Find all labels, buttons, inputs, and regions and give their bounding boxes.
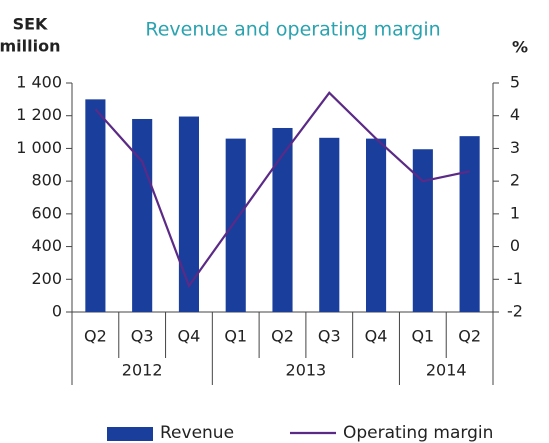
y-tick-label: 1 200 [16,105,62,124]
chart-title: Revenue and operating margin [145,19,440,41]
y2-tick-label: 2 [510,171,520,190]
bar [459,136,480,312]
x-tick-label: Q4 [178,327,201,346]
y-tick-label: 200 [31,269,62,288]
x-tick-label: Q1 [224,327,247,346]
x-tick-label: Q1 [411,327,434,346]
x-tick-label: Q2 [458,327,481,346]
bar [412,149,433,312]
group-label: 2014 [426,361,467,380]
bar [85,99,106,312]
y-tick-label: 400 [31,236,62,255]
x-tick-label: Q3 [131,327,154,346]
x-tick-label: Q3 [318,327,341,346]
y-axis-label: million [0,37,61,56]
y2-tick-label: -2 [507,302,523,321]
y-tick-label: 1 400 [16,73,62,92]
legend-label: Operating margin [343,423,493,443]
y-tick-label: 0 [52,302,62,321]
line [94,91,470,289]
y-axis-label: SEK [13,15,48,34]
bar [365,138,387,312]
bar [272,127,293,312]
y2-tick-label: 3 [510,138,520,157]
legend-label: Revenue [160,423,234,443]
y2-tick-label: 5 [510,73,520,92]
bar [132,118,153,312]
y2-tick-label: 1 [510,203,520,222]
y2-axis-label: % [512,38,528,57]
y-tick-label: 1 000 [16,138,62,157]
y2-tick-label: 4 [510,105,520,124]
bar [319,137,340,312]
y2-tick-label: -1 [507,269,523,288]
y2-tick-label: 0 [510,236,520,255]
y-tick-label: 800 [31,171,62,190]
y-tick-label: 600 [31,203,62,222]
x-tick-label: Q4 [365,327,388,346]
group-label: 2013 [286,361,327,380]
bar [178,116,200,313]
legend-swatch [107,427,153,441]
bar [225,138,246,312]
x-tick-label: Q2 [271,327,294,346]
x-tick-label: Q2 [84,327,107,346]
group-label: 2012 [122,361,163,380]
